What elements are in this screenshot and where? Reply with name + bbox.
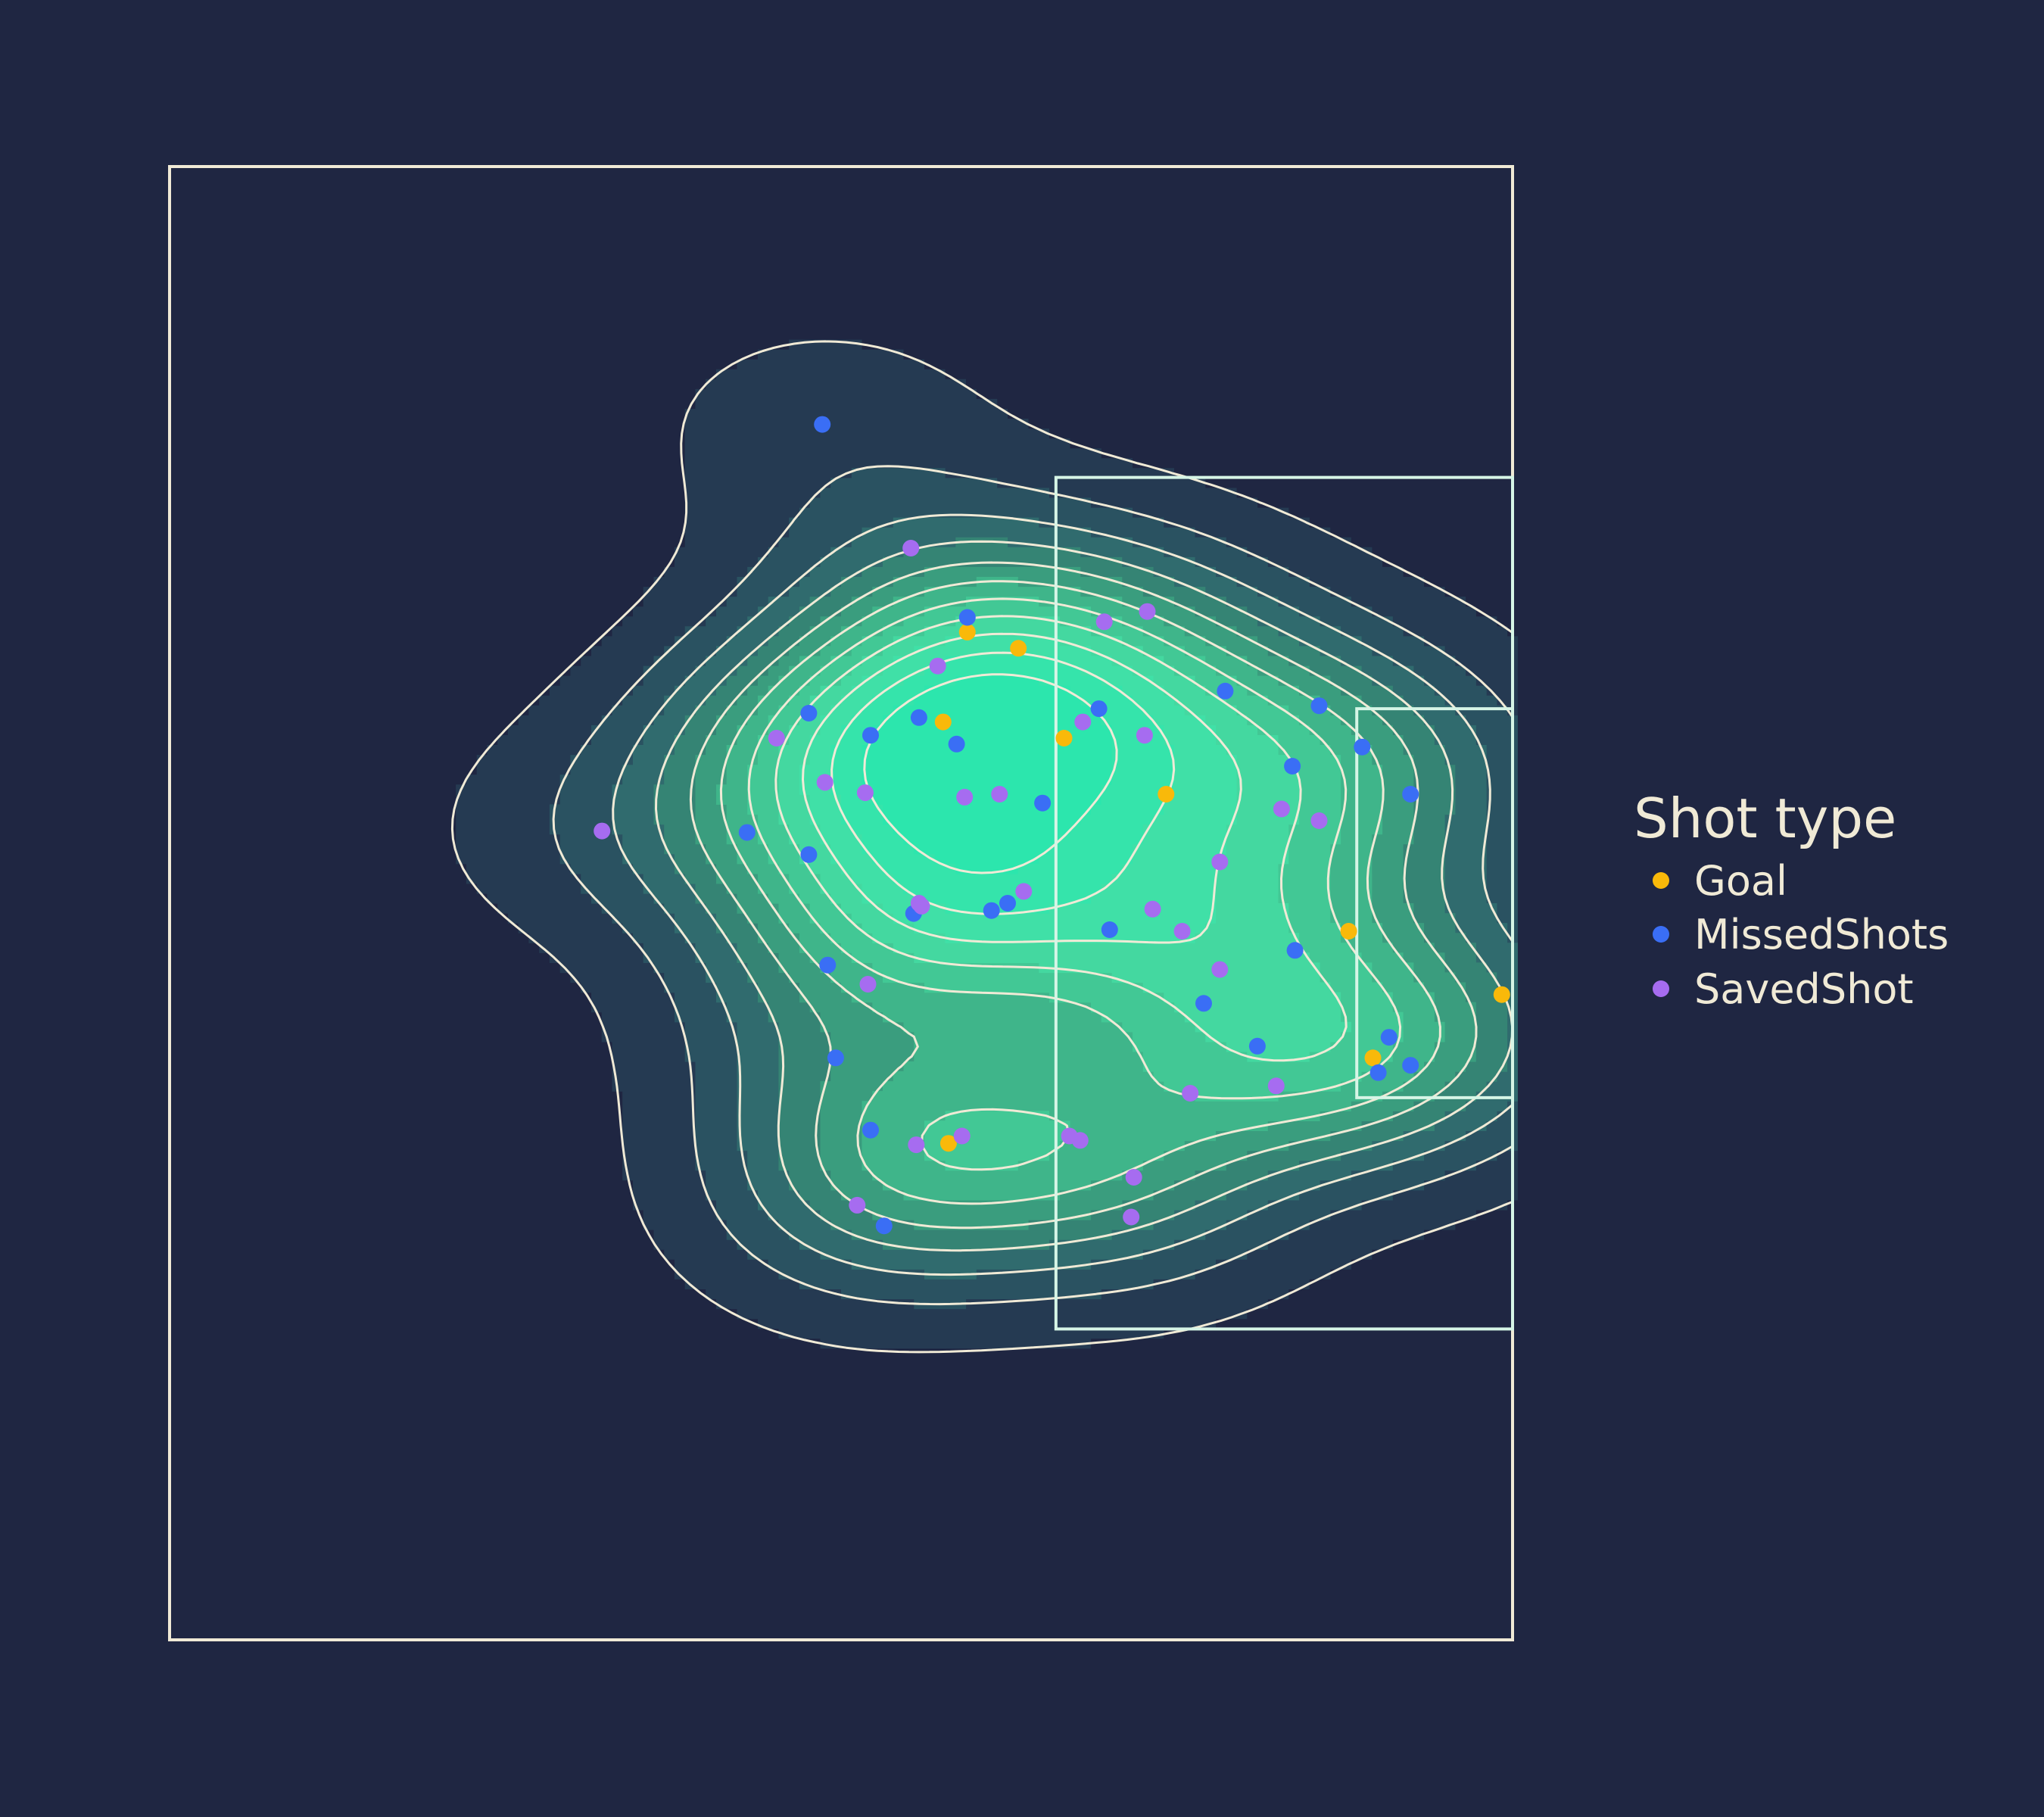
shot-point-savedshot-6 — [1136, 727, 1153, 744]
shot-point-savedshot-31 — [594, 822, 611, 840]
legend-entry-goal: Goal — [1653, 857, 1787, 905]
shot-point-goal-7 — [1364, 1049, 1382, 1067]
legend-marker-missedshots — [1653, 926, 1669, 943]
density-contour-line-4 — [655, 540, 1514, 1252]
shot-point-goal-2 — [1010, 640, 1027, 657]
shot-point-savedshot-9 — [856, 784, 874, 802]
shot-point-goal-8 — [1493, 986, 1510, 1003]
shot-point-missedshots-2 — [958, 609, 976, 626]
legend-label-goal: Goal — [1694, 857, 1787, 905]
shot-point-missedshots-17 — [999, 895, 1016, 912]
legend-entry-savedshot: SavedShot — [1653, 965, 1914, 1013]
shot-point-savedshot-30 — [1123, 1208, 1140, 1226]
shot-point-savedshot-29 — [849, 1196, 866, 1214]
shot-point-missedshots-5 — [1034, 794, 1052, 812]
shot-point-missedshots-6 — [1090, 700, 1108, 718]
shot-point-missedshots-22 — [1286, 942, 1304, 959]
density-contour-line-8 — [774, 615, 1348, 1062]
shot-point-savedshot-2 — [1095, 613, 1113, 631]
density-contour-line-11 — [863, 673, 1118, 874]
shot-point-missedshots-9 — [1354, 738, 1371, 756]
legend-marker-savedshot — [1653, 980, 1669, 997]
shot-point-savedshot-10 — [1273, 800, 1290, 818]
shot-point-missedshots-23 — [1380, 1029, 1397, 1046]
shot-point-goal-4 — [1055, 730, 1073, 746]
shot-point-goal-5 — [1158, 786, 1175, 803]
shot-point-goal-3 — [934, 713, 952, 731]
shot-points — [594, 416, 1510, 1235]
shot-point-savedshot-3 — [1139, 603, 1156, 620]
density-contour-line-3 — [612, 513, 1514, 1276]
shot-point-goal-9 — [939, 1135, 957, 1152]
legend: Shot type Goal MissedShots SavedShot — [1634, 787, 1949, 1013]
six-yard-box — [1355, 707, 1514, 1099]
shot-point-missedshots-19 — [819, 956, 837, 974]
shot-point-missedshots-29 — [875, 1217, 893, 1235]
shot-point-savedshot-25 — [1125, 1169, 1142, 1186]
shot-point-savedshot-18 — [910, 895, 927, 912]
shot-point-goal-1 — [958, 623, 976, 640]
shot-point-missedshots-3 — [910, 709, 927, 726]
shot-point-savedshot-5 — [1074, 713, 1092, 731]
shot-point-savedshot-11 — [1211, 853, 1229, 871]
legend-entry-missedshots: MissedShots — [1653, 911, 1949, 958]
density-contour-line-2 — [552, 465, 1514, 1306]
shot-point-missedshots-12 — [800, 705, 818, 722]
shot-point-missedshots-21 — [1195, 995, 1212, 1012]
shot-point-missedshots-13 — [948, 735, 965, 753]
shot-point-savedshot-1 — [902, 540, 920, 556]
density-contour-line-6 — [719, 580, 1441, 1205]
shot-point-missedshots-8 — [1402, 786, 1419, 803]
shot-point-missedshots-28 — [827, 1049, 844, 1067]
shot-point-missedshots-11 — [862, 727, 879, 744]
density-contour-line-9 — [802, 632, 1242, 944]
shot-point-savedshot-24 — [1071, 1132, 1089, 1149]
legend-title: Shot type — [1634, 787, 1896, 850]
shot-point-missedshots-7 — [1310, 697, 1328, 715]
shot-point-missedshots-4 — [1217, 682, 1234, 700]
shot-point-missedshots-10 — [1284, 758, 1301, 774]
shot-point-savedshot-16 — [1173, 923, 1191, 940]
shot-point-missedshots-20 — [1101, 921, 1118, 938]
shot-point-missedshots-14 — [738, 824, 756, 841]
shot-point-savedshot-20 — [768, 730, 785, 746]
shot-point-savedshot-19 — [816, 774, 833, 791]
legend-marker-goal — [1653, 872, 1669, 889]
shot-point-savedshot-14 — [1015, 883, 1033, 900]
shot-point-savedshot-26 — [1267, 1077, 1285, 1095]
shot-point-savedshot-21 — [859, 976, 877, 993]
shot-point-savedshot-13 — [1211, 961, 1229, 978]
density-contour-line-1 — [450, 340, 1514, 1354]
shot-point-missedshots-15 — [800, 846, 818, 863]
shot-point-savedshot-8 — [956, 788, 974, 806]
shot-point-savedshot-27 — [1182, 1085, 1199, 1102]
legend-label-savedshot: SavedShot — [1694, 965, 1914, 1013]
shot-point-savedshot-28 — [908, 1136, 925, 1154]
density-band-11 — [862, 675, 1112, 874]
shot-point-missedshots-16 — [983, 902, 1000, 919]
shot-point-missedshots-1 — [814, 416, 831, 433]
shot-point-missedshots-24 — [1402, 1057, 1419, 1074]
legend-label-missedshots: MissedShots — [1694, 911, 1949, 958]
shot-point-savedshot-7 — [991, 786, 1008, 803]
shot-point-goal-6 — [1340, 923, 1357, 940]
shot-point-missedshots-27 — [1369, 1064, 1387, 1081]
density-contour-line-7 — [747, 597, 1402, 1171]
density-contour-line-10 — [830, 651, 1176, 915]
shot-point-missedshots-25 — [862, 1121, 879, 1139]
shot-point-savedshot-22 — [953, 1127, 971, 1145]
shot-point-savedshot-12 — [1310, 812, 1328, 829]
pitch-lines — [168, 165, 1514, 1641]
shot-point-savedshot-4 — [929, 657, 946, 675]
shot-point-missedshots-26 — [1248, 1037, 1266, 1055]
shot-point-savedshot-15 — [1144, 900, 1161, 918]
